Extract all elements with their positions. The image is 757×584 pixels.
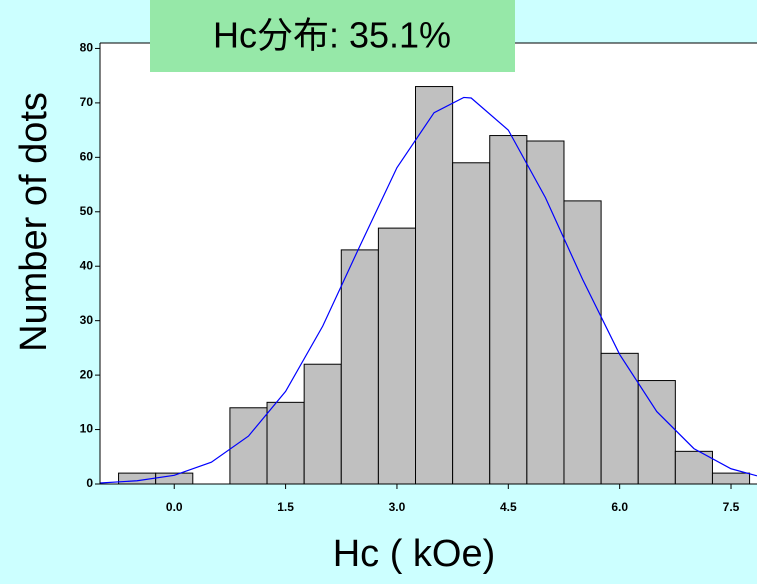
- x-tick-label: 3.0: [389, 500, 406, 514]
- bar: [637, 380, 676, 485]
- y-tick-label: 10: [80, 422, 94, 436]
- bar: [303, 363, 342, 485]
- y-tick-label: 30: [80, 313, 94, 327]
- bar: [266, 401, 305, 485]
- y-tick-label: 60: [80, 150, 94, 164]
- y-tick-label: 70: [80, 95, 94, 109]
- x-tick-label: 0.0: [166, 500, 183, 514]
- fit-curve: [99, 96, 757, 484]
- x-tick-label: 1.5: [277, 500, 294, 514]
- y-tick-label: 20: [80, 367, 94, 381]
- title-box: [150, 0, 515, 72]
- y-tick-label: 0: [86, 476, 93, 490]
- y-axis-label: Number of dots: [13, 92, 55, 352]
- bar: [526, 140, 565, 485]
- bar: [489, 135, 528, 485]
- bar: [674, 450, 713, 485]
- bar: [452, 162, 491, 485]
- x-tick-label: 6.0: [611, 500, 628, 514]
- x-axis-label: Hc ( kOe): [333, 533, 496, 575]
- bar: [377, 227, 417, 485]
- x-tick-label: 7.5: [723, 500, 740, 514]
- bar: [563, 200, 602, 485]
- bar: [415, 86, 454, 485]
- y-tick-label: 80: [80, 41, 94, 55]
- bar: [711, 472, 751, 485]
- chart-title: Hc分布: 35.1%: [213, 15, 451, 56]
- bar: [340, 249, 379, 485]
- x-tick-label: 4.5: [500, 500, 517, 514]
- y-tick-label: 50: [80, 204, 94, 218]
- bar: [600, 352, 639, 485]
- y-tick-label: 40: [80, 258, 94, 272]
